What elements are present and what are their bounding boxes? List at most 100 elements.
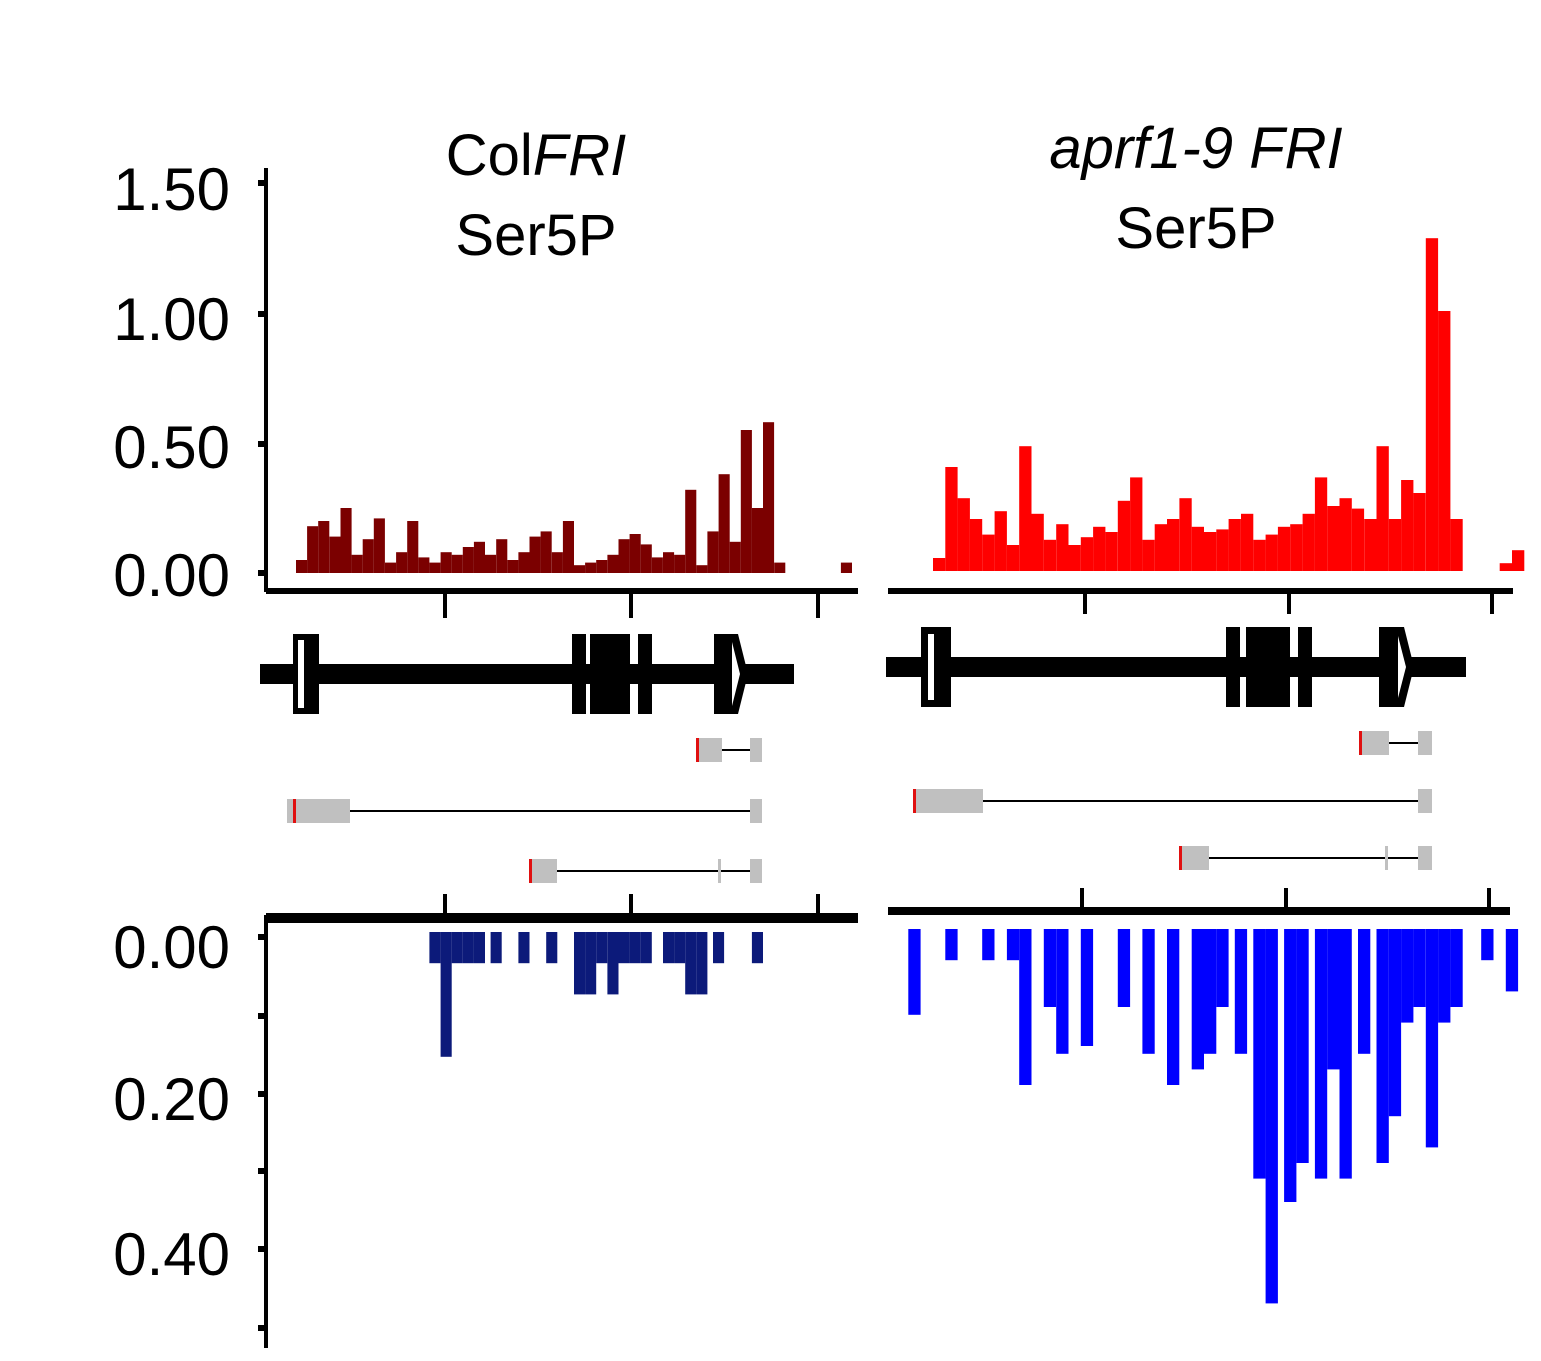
- aprf-forward-bar: [1450, 519, 1463, 571]
- col-forward-bar: [763, 422, 775, 573]
- col-reverse-coverage: [429, 932, 763, 1057]
- col-reverse-bar: [751, 932, 763, 964]
- aprf-forward-bar: [1388, 519, 1402, 571]
- top-y-axis: 1.50 1.00 0.50 0.00: [113, 156, 268, 609]
- aprf-reverse-bar: [1253, 929, 1266, 1179]
- aprf-forward-bar: [1130, 477, 1143, 571]
- transcript-short: [696, 738, 762, 762]
- col-forward-bar: [540, 531, 552, 573]
- col-title-plain: Col: [446, 123, 533, 188]
- col-title-italic: FRI: [533, 123, 626, 188]
- gene-utr: [298, 640, 304, 708]
- aprf-reverse-bar: [1216, 929, 1229, 1007]
- aprf-forward-bar: [994, 511, 1007, 571]
- aprf-forward-bar: [957, 498, 970, 571]
- gene-intron-line: [886, 657, 1466, 677]
- col-forward-bar: [340, 508, 352, 573]
- col-reverse-bar: [429, 932, 441, 964]
- col-forward-bar: [718, 474, 730, 573]
- aprf-title-line2: Ser5P: [1115, 196, 1276, 261]
- aprf-forward-bar: [1080, 537, 1094, 571]
- col-reverse-bar: [713, 932, 725, 964]
- aprf-forward-bar: [1302, 513, 1315, 571]
- col-forward-bar: [373, 518, 385, 573]
- aprf-reverse-bar: [1296, 929, 1309, 1163]
- col-reverse-bar: [518, 932, 530, 964]
- aprf-forward-bar: [1401, 480, 1414, 571]
- aprf-forward-bar: [1314, 477, 1328, 571]
- aprf-reverse-bar: [1056, 929, 1069, 1054]
- aprf-reverse-bar: [1327, 929, 1340, 1070]
- col-forward-bar: [418, 557, 430, 573]
- aprf-forward-bar: [933, 558, 946, 571]
- col-forward-bar: [496, 539, 508, 573]
- col-reverse-bar: [574, 932, 586, 995]
- col-transcripts: [287, 738, 762, 883]
- aprf-forward-bar: [1512, 550, 1525, 571]
- col-forward-bar: [351, 554, 363, 573]
- gene-intron-line: [260, 664, 794, 684]
- aprf-reverse-bar: [1481, 929, 1494, 961]
- aprf-forward-bar: [1204, 532, 1217, 571]
- col-forward-bar: [507, 560, 519, 573]
- transcript-long: [287, 799, 762, 823]
- aprf-forward-bar: [1265, 534, 1278, 571]
- col-forward-bar: [385, 562, 397, 573]
- col-forward-bar: [451, 554, 463, 573]
- aprf-forward-bar: [1068, 545, 1081, 571]
- col-forward-bar: [485, 554, 497, 573]
- aprf-reverse-bar: [1376, 929, 1389, 1163]
- aprf-forward-bar: [1006, 545, 1020, 571]
- col-reverse-bar: [490, 932, 502, 964]
- transcript-short: [1359, 731, 1432, 755]
- aprf-reverse-bar: [1117, 929, 1131, 1007]
- col-forward-bar: [729, 541, 741, 573]
- col-forward-bar: [663, 552, 675, 573]
- col-forward-bar: [685, 489, 697, 573]
- col-forward-bar: [362, 539, 374, 573]
- col-reverse-bar: [462, 932, 474, 964]
- col-reverse-bar: [618, 932, 630, 964]
- aprf-reverse-bar: [1284, 929, 1297, 1202]
- aprf-forward-bar: [1031, 513, 1044, 571]
- gene-utr: [928, 634, 934, 700]
- aprf-reverse-coverage: [908, 929, 1519, 1304]
- col-reverse-bar: [546, 932, 558, 964]
- col-forward-bar: [318, 521, 330, 573]
- col-forward-bar: [585, 562, 597, 573]
- aprf-reverse-bar: [1204, 929, 1217, 1054]
- aprf-reverse-bar: [1450, 929, 1463, 1007]
- col-forward-bar: [707, 531, 719, 573]
- aprf-forward-bar: [982, 534, 995, 571]
- aprf-forward-bar: [1277, 526, 1291, 571]
- col-forward-bar: [629, 534, 641, 573]
- aprf-forward-bar: [1179, 498, 1192, 571]
- aprf-forward-bar: [1154, 524, 1167, 571]
- top-y-label-050: 0.50: [113, 414, 230, 481]
- bottom-y-axis: 0.00 0.20 0.40: [113, 914, 268, 1348]
- col-forward-bar: [407, 521, 419, 573]
- gene-exon-arrow: [1379, 627, 1414, 707]
- col-forward-bar: [296, 560, 308, 573]
- aprf-reverse-bar: [1505, 929, 1519, 992]
- aprf-reverse-bar: [908, 929, 921, 1015]
- col-forward-bar: [462, 547, 474, 573]
- col-forward-bar: [596, 560, 608, 573]
- gene-exon: [1246, 627, 1290, 707]
- col-forward-bar: [307, 526, 319, 573]
- aprf-forward-bar: [1339, 498, 1352, 571]
- aprf-reverse-bar: [1425, 929, 1439, 1148]
- col-forward-bar: [751, 508, 763, 573]
- aprf-reverse-bar: [1339, 929, 1352, 1179]
- aprf-forward-bar: [1167, 519, 1180, 571]
- gene-arrow-utr: [732, 642, 740, 706]
- col-forward-bar: [562, 521, 574, 573]
- bottom-y-label-040: 0.40: [113, 1221, 230, 1288]
- aprf-forward-bar: [945, 467, 958, 571]
- col-reverse-bar: [696, 932, 708, 995]
- col-reverse-bar: [607, 932, 619, 995]
- col-forward-bar: [551, 552, 563, 573]
- aprf-forward-bar: [1327, 506, 1340, 571]
- gene-exon: [921, 627, 951, 707]
